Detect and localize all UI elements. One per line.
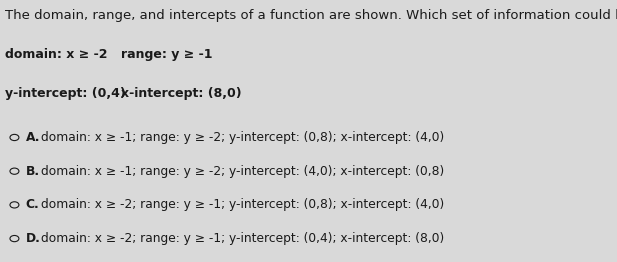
- Text: y-intercept: (0,4): y-intercept: (0,4): [5, 87, 126, 100]
- Text: domain: x ≥ -1; range: y ≥ -2; y-intercept: (0,8); x-intercept: (4,0): domain: x ≥ -1; range: y ≥ -2; y-interce…: [41, 131, 444, 144]
- Text: x-intercept: (8,0): x-intercept: (8,0): [121, 87, 241, 100]
- Text: C.: C.: [26, 198, 39, 211]
- Text: The domain, range, and intercepts of a function are shown. Which set of informat: The domain, range, and intercepts of a f…: [5, 9, 617, 22]
- Text: domain: x ≥ -2: domain: x ≥ -2: [5, 48, 107, 61]
- Text: B.: B.: [26, 165, 39, 178]
- Text: domain: x ≥ -2; range: y ≥ -1; y-intercept: (0,4); x-intercept: (8,0): domain: x ≥ -2; range: y ≥ -1; y-interce…: [41, 232, 444, 245]
- Text: A.: A.: [26, 131, 40, 144]
- Text: domain: x ≥ -2; range: y ≥ -1; y-intercept: (0,8); x-intercept: (4,0): domain: x ≥ -2; range: y ≥ -1; y-interce…: [41, 198, 444, 211]
- Text: D.: D.: [26, 232, 41, 245]
- Text: domain: x ≥ -1; range: y ≥ -2; y-intercept: (4,0); x-intercept: (0,8): domain: x ≥ -1; range: y ≥ -2; y-interce…: [41, 165, 444, 178]
- Text: range: y ≥ -1: range: y ≥ -1: [121, 48, 212, 61]
